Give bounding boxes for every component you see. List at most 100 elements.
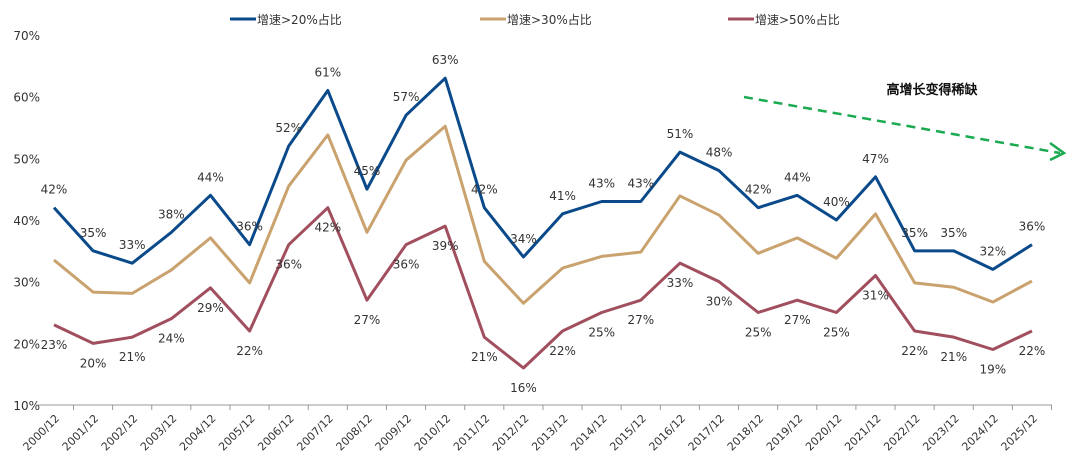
x-tick-label: 2018/12 <box>725 412 767 454</box>
x-tick-label: 2019/12 <box>764 412 806 454</box>
data-label: 36% <box>275 258 302 272</box>
legend-label: 增速>30%占比 <box>507 12 592 27</box>
data-label: 33% <box>667 276 694 290</box>
data-label: 42% <box>41 183 68 197</box>
data-label: 29% <box>197 301 224 315</box>
annotation-text: 高增长变得稀缺 <box>886 82 978 98</box>
data-label: 31% <box>862 289 889 303</box>
data-label: 22% <box>549 344 576 358</box>
data-label: 42% <box>471 183 498 197</box>
data-labels: 42% 35% 33% 38% 44% 36% 52% 61% 45% 57% 63% 42% 34% 4… <box>41 53 1046 395</box>
data-label: 41% <box>549 189 576 203</box>
data-label: 21% <box>119 350 146 364</box>
data-label: 44% <box>197 170 224 184</box>
data-label: 38% <box>158 207 185 221</box>
series-line-0 <box>52 76 1033 271</box>
data-label: 22% <box>901 344 928 358</box>
data-label: 23% <box>41 338 68 352</box>
data-label: 57% <box>393 90 420 104</box>
y-tick-label: 30% <box>13 276 40 290</box>
data-label: 24% <box>158 332 185 346</box>
data-label: 47% <box>862 152 889 166</box>
trend-annotation: 高增长变得稀缺 <box>743 82 1067 162</box>
data-label: 51% <box>667 127 694 141</box>
data-label: 42% <box>745 183 772 197</box>
x-tick-label: 2021/12 <box>842 412 884 454</box>
data-label: 25% <box>588 326 615 340</box>
data-label: 32% <box>980 244 1007 258</box>
data-label: 25% <box>745 326 772 340</box>
data-label: 16% <box>510 381 537 395</box>
data-label: 36% <box>236 220 263 234</box>
x-tick-label: 2022/12 <box>881 412 923 454</box>
data-label: 20% <box>80 356 107 370</box>
data-label: 33% <box>119 238 146 252</box>
data-label: 40% <box>823 195 850 209</box>
data-label: 36% <box>1019 220 1046 234</box>
data-label: 36% <box>393 258 420 272</box>
x-tick-label: 2014/12 <box>568 412 610 454</box>
data-label: 34% <box>510 232 537 246</box>
x-tick-label: 2020/12 <box>803 412 845 454</box>
data-label: 22% <box>1019 344 1046 358</box>
data-label: 45% <box>354 164 381 178</box>
x-tick-label: 2025/12 <box>999 412 1041 454</box>
x-tick-label: 2009/12 <box>373 412 415 454</box>
legend: 增速>20%占比 增速>30%占比 增速>50%占比 <box>230 12 840 27</box>
legend-label: 增速>20%占比 <box>257 12 342 27</box>
data-label: 63% <box>432 53 459 67</box>
x-tick-label: 2013/12 <box>529 412 571 454</box>
x-axis: 2000/122001/122002/122003/122004/122005/… <box>21 404 1052 454</box>
x-tick-label: 2004/12 <box>177 412 219 454</box>
data-label: 27% <box>784 313 811 327</box>
y-tick-label: 50% <box>13 152 40 166</box>
y-tick-label: 60% <box>13 91 40 105</box>
x-tick-label: 2024/12 <box>959 412 1001 454</box>
trend-arrow-head <box>1049 141 1067 162</box>
x-tick-label: 2003/12 <box>138 412 180 454</box>
x-tick-label: 2001/12 <box>60 412 102 454</box>
data-label: 25% <box>823 326 850 340</box>
data-label: 27% <box>627 313 654 327</box>
y-tick-label: 70% <box>13 29 40 43</box>
series-line-2 <box>53 206 1033 370</box>
x-tick-label: 2016/12 <box>647 412 689 454</box>
series-line-1 <box>53 124 1033 305</box>
y-axis: 10% 20% 30% 40% 50% 60% 70% <box>13 29 40 413</box>
x-tick-label: 2012/12 <box>490 412 532 454</box>
y-tick-label: 10% <box>13 399 40 413</box>
y-tick-label: 20% <box>13 337 40 351</box>
data-label: 43% <box>588 177 615 191</box>
data-label: 22% <box>236 344 263 358</box>
trend-arrow-line <box>743 95 1061 155</box>
x-tick-label: 2006/12 <box>255 412 297 454</box>
data-label: 19% <box>980 363 1007 377</box>
data-label: 21% <box>940 350 967 364</box>
x-tick-label: 2023/12 <box>920 412 962 454</box>
data-label: 27% <box>354 313 381 327</box>
x-tick-label: 2002/12 <box>99 412 141 454</box>
data-label: 42% <box>315 221 342 235</box>
x-tick-label: 2008/12 <box>334 412 376 454</box>
data-label: 35% <box>940 226 967 240</box>
y-tick-label: 40% <box>13 214 40 228</box>
x-tick-label: 2010/12 <box>412 412 454 454</box>
legend-label: 增速>50%占比 <box>755 12 840 27</box>
data-label: 39% <box>432 239 459 253</box>
data-label: 35% <box>80 226 107 240</box>
data-label: 30% <box>706 295 733 309</box>
data-label: 43% <box>627 177 654 191</box>
data-label: 21% <box>471 350 498 364</box>
x-tick-label: 2005/12 <box>216 412 258 454</box>
x-tick-label: 2007/12 <box>294 412 336 454</box>
data-label: 35% <box>901 226 928 240</box>
data-label: 52% <box>275 121 302 135</box>
data-label: 44% <box>784 170 811 184</box>
series-lines <box>52 76 1033 370</box>
x-tick-label: 2000/12 <box>21 412 63 454</box>
data-label: 61% <box>315 66 342 80</box>
x-tick-label: 2017/12 <box>686 412 728 454</box>
x-tick-label: 2015/12 <box>607 412 649 454</box>
x-tick-label: 2011/12 <box>451 412 493 454</box>
